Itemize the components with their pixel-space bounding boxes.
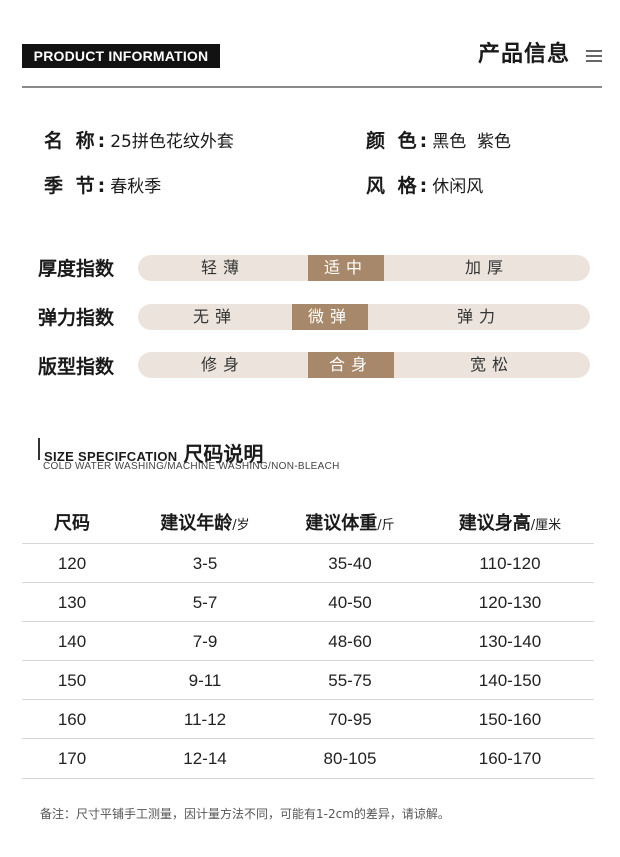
cell-age: 9-11 bbox=[188, 671, 222, 690]
table-row: 120 3-5 35-40 110-120 bbox=[22, 543, 594, 583]
header-height-main: 建议身高 bbox=[458, 513, 531, 534]
table-row: 170 12-14 80-105 160-170 bbox=[22, 738, 594, 778]
header-weight: 建议体重/斤 bbox=[285, 509, 415, 535]
header-age-main: 建议年龄 bbox=[160, 513, 233, 534]
cell-height: 150-160 bbox=[478, 710, 542, 729]
attr-season-key: 季 节: bbox=[44, 175, 109, 197]
cell-weight: 35-40 bbox=[328, 554, 372, 573]
header-weight-main: 建议体重 bbox=[305, 513, 378, 534]
attr-color-value: 黑色 紫色 bbox=[432, 132, 512, 152]
attr-name: 名 称: 25拼色花纹外套 bbox=[44, 126, 234, 153]
cell-weight: 48-60 bbox=[328, 632, 372, 651]
table-row: 160 11-12 70-95 150-160 bbox=[22, 699, 594, 739]
size-title-cn: 尺码说明 bbox=[183, 442, 264, 466]
thickness-index-label: 厚度指数 bbox=[38, 258, 115, 280]
cell-size: 160 bbox=[57, 710, 87, 729]
fit-option-slim: 修身 bbox=[200, 355, 245, 374]
cell-age: 3-5 bbox=[192, 554, 218, 573]
size-section-heading: SIZE SPECIFCATION 尺码说明 bbox=[38, 438, 263, 466]
thickness-index-bar: 轻薄 适中 加厚 bbox=[138, 255, 590, 281]
cell-height: 160-170 bbox=[478, 749, 542, 768]
attr-season-value: 春秋季 bbox=[110, 177, 162, 197]
header-size-main: 尺码 bbox=[54, 513, 90, 534]
fit-option-regular: 合身 bbox=[308, 352, 394, 378]
attr-name-value: 25拼色花纹外套 bbox=[110, 132, 234, 152]
cell-age: 7-9 bbox=[192, 632, 218, 651]
fit-option-loose: 宽松 bbox=[469, 355, 514, 374]
cell-size: 150 bbox=[57, 671, 87, 690]
page-title: 产品信息 bbox=[477, 42, 570, 67]
cell-size: 120 bbox=[57, 554, 87, 573]
cell-weight: 70-95 bbox=[328, 710, 372, 729]
thickness-option-thin: 轻薄 bbox=[200, 258, 245, 277]
cell-size: 140 bbox=[57, 632, 87, 651]
cell-size: 170 bbox=[57, 749, 87, 768]
cell-weight: 80-105 bbox=[323, 749, 377, 768]
attr-style-key: 风 格: bbox=[366, 175, 431, 197]
attr-style: 风 格: 休闲风 bbox=[366, 171, 483, 198]
elasticity-index-bar: 无弹 微弹 弹力 bbox=[138, 304, 590, 330]
attr-name-key: 名 称: bbox=[44, 130, 109, 152]
cell-weight: 55-75 bbox=[328, 671, 372, 690]
attr-color-key: 颜 色: bbox=[366, 130, 431, 152]
elasticity-option-stretch: 弹力 bbox=[456, 307, 501, 326]
cell-weight: 40-50 bbox=[328, 593, 372, 612]
table-row: 130 5-7 40-50 120-130 bbox=[22, 582, 594, 622]
cell-age: 5-7 bbox=[192, 593, 218, 612]
attr-season: 季 节: 春秋季 bbox=[44, 171, 161, 198]
attr-style-value: 休闲风 bbox=[432, 177, 484, 197]
measurement-note: 备注：尺寸平铺手工测量，因计量方法不同，可能有1-2cm的差异，请谅解。 bbox=[40, 807, 450, 821]
cell-age: 11-12 bbox=[183, 710, 227, 729]
cell-height: 140-150 bbox=[478, 671, 542, 690]
table-row: 150 9-11 55-75 140-150 bbox=[22, 660, 594, 700]
cell-height: 130-140 bbox=[478, 632, 542, 651]
care-instructions: COLD WATER WASHING/MACHINE WASHING/NON-B… bbox=[43, 461, 340, 472]
header-weight-unit: /斤 bbox=[377, 518, 395, 533]
elasticity-option-slight: 微弹 bbox=[292, 304, 368, 330]
cell-height: 110-120 bbox=[479, 554, 541, 573]
table-row: 140 7-9 48-60 130-140 bbox=[22, 621, 594, 661]
fit-index-bar: 修身 合身 宽松 bbox=[138, 352, 590, 378]
attr-color: 颜 色: 黑色 紫色 bbox=[366, 126, 511, 153]
thickness-option-medium: 适中 bbox=[308, 255, 384, 281]
thickness-option-thick: 加厚 bbox=[464, 258, 509, 277]
elasticity-option-none: 无弹 bbox=[192, 307, 237, 326]
header-size: 尺码 bbox=[22, 509, 122, 535]
table-bottom-line bbox=[22, 778, 594, 779]
elasticity-index-label: 弹力指数 bbox=[38, 307, 115, 329]
header-age-unit: /岁 bbox=[232, 518, 250, 533]
header-height: 建议身高/厘米 bbox=[430, 509, 590, 535]
menu-icon[interactable] bbox=[586, 50, 602, 64]
header-height-unit: /厘米 bbox=[530, 518, 562, 533]
size-title-en: SIZE SPECIFCATION bbox=[44, 449, 178, 464]
product-information-badge: PRODUCT INFORMATION bbox=[22, 44, 220, 68]
fit-index-label: 版型指数 bbox=[38, 356, 115, 378]
header-divider bbox=[22, 86, 602, 88]
cell-size: 130 bbox=[57, 593, 87, 612]
cell-age: 12-14 bbox=[183, 749, 227, 768]
header-age: 建议年龄/岁 bbox=[140, 509, 270, 535]
cell-height: 120-130 bbox=[478, 593, 542, 612]
